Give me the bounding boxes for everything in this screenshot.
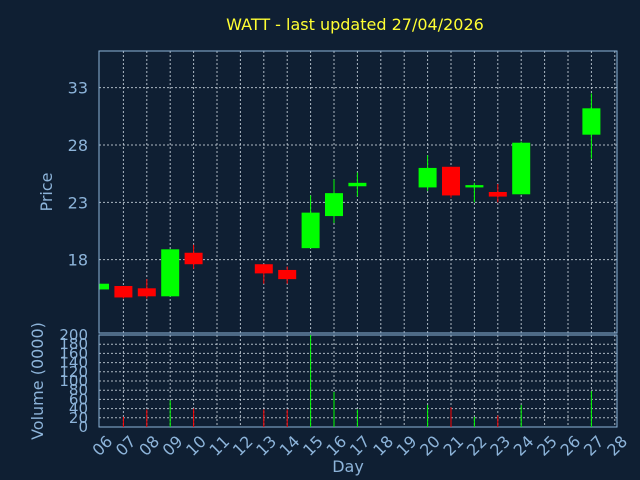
candle-body xyxy=(348,182,367,187)
volume-tick-label: 180 xyxy=(59,335,88,353)
candle-body xyxy=(418,167,437,188)
volume-tick-label: 100 xyxy=(59,372,88,390)
candle-body xyxy=(254,264,273,274)
x-tick-label: 28 xyxy=(603,432,631,460)
candle-body xyxy=(442,166,460,196)
candle-body xyxy=(488,192,507,197)
x-axis-label: Day xyxy=(332,457,364,476)
volume-axis-label: Volume (0000) xyxy=(28,322,47,440)
price-tick-label: 33 xyxy=(68,79,88,98)
price-axis-label: Price xyxy=(37,172,56,211)
x-axis: 0607080910111213141516171819202122232425… xyxy=(88,432,631,460)
candle-body xyxy=(137,288,156,297)
chart-title: WATT - last updated 27/04/2026 xyxy=(226,15,484,34)
volume-tick-label: 80 xyxy=(69,381,88,399)
candle-body xyxy=(465,185,484,188)
volume-frame xyxy=(98,334,618,428)
price-tick-label: 28 xyxy=(68,136,88,155)
volume-tick-label: 20 xyxy=(69,409,88,427)
price-tick-label: 18 xyxy=(68,251,88,270)
volume-tick-label: 40 xyxy=(69,400,88,418)
price-frame xyxy=(98,50,618,334)
volume-tick-label: 120 xyxy=(59,363,88,381)
volume-tick-label: 200 xyxy=(59,326,88,344)
candle-body xyxy=(161,249,180,297)
volume-tick-label: 60 xyxy=(69,390,88,408)
volume-tick-label: 140 xyxy=(59,354,88,372)
candle-body xyxy=(512,142,531,195)
volume-tick-label: 160 xyxy=(59,344,88,362)
candle-body xyxy=(184,252,203,265)
candle-body xyxy=(301,212,320,249)
candle-body xyxy=(278,269,297,280)
price-tick-label: 23 xyxy=(68,193,88,212)
candle-body xyxy=(114,286,133,298)
price-panel: 18 23 28 33 xyxy=(68,50,618,334)
volume-tick-label: 0 xyxy=(78,418,88,436)
candle-body xyxy=(582,108,601,135)
candle-body xyxy=(325,193,343,217)
candle-body xyxy=(100,283,109,290)
